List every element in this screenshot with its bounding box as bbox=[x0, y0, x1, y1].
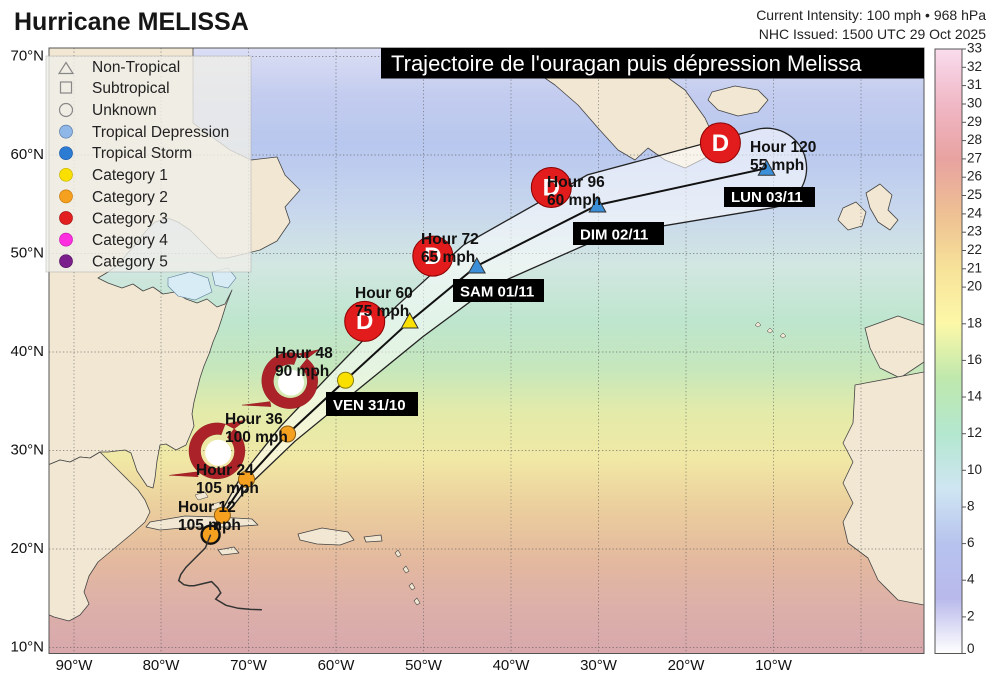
svg-text:50°N: 50°N bbox=[10, 245, 44, 262]
svg-text:105 mph: 105 mph bbox=[196, 480, 259, 497]
svg-text:20°N: 20°N bbox=[10, 540, 44, 557]
svg-text:8: 8 bbox=[967, 499, 975, 514]
svg-text:Hour 36: Hour 36 bbox=[225, 411, 283, 428]
svg-text:D: D bbox=[712, 130, 729, 157]
svg-text:30°W: 30°W bbox=[580, 657, 618, 674]
svg-text:Hurricane MELISSA: Hurricane MELISSA bbox=[14, 8, 249, 36]
svg-text:25: 25 bbox=[967, 187, 982, 202]
svg-text:VEN 31/10: VEN 31/10 bbox=[333, 397, 406, 414]
svg-text:Hour 12: Hour 12 bbox=[178, 499, 236, 516]
svg-text:Hour 24: Hour 24 bbox=[196, 462, 254, 479]
svg-text:75 mph: 75 mph bbox=[355, 303, 409, 320]
svg-text:10°N: 10°N bbox=[10, 639, 44, 656]
svg-text:DIM 02/11: DIM 02/11 bbox=[580, 227, 648, 244]
svg-text:90 mph: 90 mph bbox=[275, 363, 329, 380]
svg-text:4: 4 bbox=[967, 572, 975, 587]
svg-text:90°W: 90°W bbox=[56, 657, 94, 674]
svg-text:Current Intensity: 100 mph • 9: Current Intensity: 100 mph • 968 hPa bbox=[756, 7, 986, 23]
svg-text:Category 2: Category 2 bbox=[92, 189, 168, 206]
svg-text:20°W: 20°W bbox=[668, 657, 706, 674]
svg-text:26: 26 bbox=[967, 169, 982, 184]
svg-text:LUN 03/11: LUN 03/11 bbox=[731, 189, 803, 206]
svg-text:6: 6 bbox=[967, 535, 975, 550]
svg-text:23: 23 bbox=[967, 224, 982, 239]
svg-text:Hour 96: Hour 96 bbox=[547, 174, 605, 191]
svg-text:18: 18 bbox=[967, 315, 982, 330]
svg-text:70°W: 70°W bbox=[230, 657, 268, 674]
svg-text:Hour 72: Hour 72 bbox=[421, 231, 479, 248]
svg-text:Tropical Storm: Tropical Storm bbox=[92, 145, 192, 162]
svg-text:30°N: 30°N bbox=[10, 442, 44, 459]
svg-text:2: 2 bbox=[967, 608, 975, 623]
svg-text:50°W: 50°W bbox=[405, 657, 443, 674]
svg-text:32: 32 bbox=[967, 59, 982, 74]
svg-text:33: 33 bbox=[967, 41, 982, 56]
svg-text:100 mph: 100 mph bbox=[225, 429, 288, 446]
svg-text:80°W: 80°W bbox=[143, 657, 181, 674]
svg-text:70°N: 70°N bbox=[10, 48, 44, 65]
svg-text:16: 16 bbox=[967, 352, 982, 367]
svg-text:0: 0 bbox=[967, 641, 975, 656]
svg-text:40°N: 40°N bbox=[10, 343, 44, 360]
svg-text:NHC Issued: 1500 UTC 29 Oct 20: NHC Issued: 1500 UTC 29 Oct 2025 bbox=[759, 26, 986, 42]
svg-text:31: 31 bbox=[967, 77, 982, 92]
svg-text:12: 12 bbox=[967, 425, 982, 440]
svg-text:Hour 120: Hour 120 bbox=[750, 139, 816, 156]
svg-text:22: 22 bbox=[967, 242, 982, 257]
svg-text:14: 14 bbox=[967, 389, 983, 404]
svg-text:55 mph: 55 mph bbox=[750, 157, 804, 174]
svg-text:Category 1: Category 1 bbox=[92, 167, 168, 184]
svg-text:Non-Tropical: Non-Tropical bbox=[92, 59, 180, 76]
svg-text:Trajectoire de l'ouragan puis: Trajectoire de l'ouragan puis dépression… bbox=[391, 51, 862, 76]
svg-text:SAM 01/11: SAM 01/11 bbox=[460, 284, 534, 301]
svg-text:10: 10 bbox=[967, 462, 982, 477]
svg-text:60°N: 60°N bbox=[10, 146, 44, 163]
svg-text:Tropical Depression: Tropical Depression bbox=[92, 124, 229, 141]
svg-text:10°W: 10°W bbox=[755, 657, 793, 674]
svg-text:65 mph: 65 mph bbox=[421, 249, 475, 266]
svg-text:Category 5: Category 5 bbox=[92, 254, 168, 271]
svg-text:60°W: 60°W bbox=[318, 657, 356, 674]
svg-text:Hour 60: Hour 60 bbox=[355, 285, 413, 302]
svg-text:27: 27 bbox=[967, 150, 982, 165]
svg-text:Unknown: Unknown bbox=[92, 102, 157, 119]
svg-text:28: 28 bbox=[967, 132, 982, 147]
svg-text:Subtropical: Subtropical bbox=[92, 80, 170, 97]
svg-text:29: 29 bbox=[967, 114, 982, 129]
svg-text:Category 3: Category 3 bbox=[92, 211, 168, 228]
svg-text:20: 20 bbox=[967, 279, 982, 294]
svg-text:105 mph: 105 mph bbox=[178, 517, 241, 534]
svg-text:40°W: 40°W bbox=[493, 657, 531, 674]
svg-text:Category 4: Category 4 bbox=[92, 232, 168, 249]
svg-text:24: 24 bbox=[967, 205, 983, 220]
svg-text:60 mph: 60 mph bbox=[547, 192, 601, 209]
svg-text:30: 30 bbox=[967, 96, 982, 111]
svg-text:Hour 48: Hour 48 bbox=[275, 345, 333, 362]
svg-text:21: 21 bbox=[967, 260, 982, 275]
